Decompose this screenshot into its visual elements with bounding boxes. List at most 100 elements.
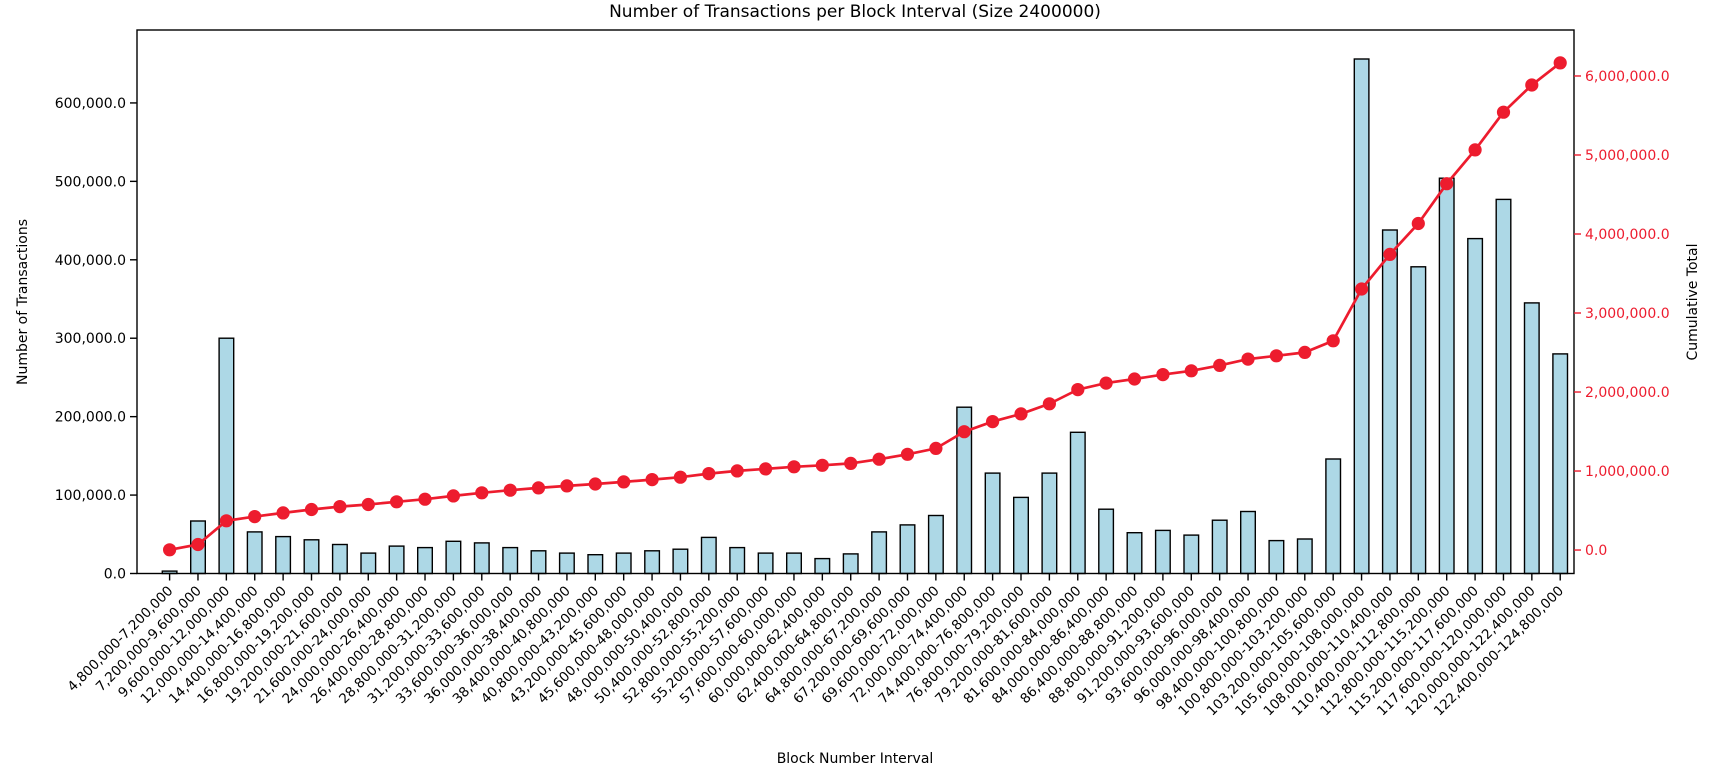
cumulative-point	[191, 537, 205, 552]
cumulative-point	[163, 543, 177, 557]
cumulative-point	[219, 514, 233, 528]
cumulative-point	[1071, 383, 1085, 397]
y-right-tick-label: 0.0	[1585, 543, 1607, 559]
bar	[672, 548, 689, 575]
cumulative-point	[759, 462, 773, 476]
bar	[530, 550, 547, 575]
cumulative-point	[248, 509, 262, 524]
bar	[786, 552, 803, 575]
y-right-tick-label: 3,000,000.0	[1585, 306, 1670, 322]
bar	[1495, 198, 1512, 575]
y-left-tick-label: 100,000.0	[55, 488, 126, 504]
cumulative-point	[1411, 216, 1425, 231]
cumulative-point	[617, 475, 631, 489]
cumulative-point	[645, 473, 659, 487]
bar	[1013, 496, 1030, 575]
bar	[757, 552, 774, 575]
bar	[445, 540, 462, 575]
cumulative-point	[957, 425, 971, 439]
y-left-tick-label: 500,000.0	[55, 174, 126, 190]
cumulative-point	[1525, 78, 1539, 92]
bar	[1154, 529, 1171, 575]
bar	[871, 531, 888, 575]
bar	[1183, 534, 1200, 575]
bar	[1296, 538, 1313, 575]
cumulative-point	[1269, 349, 1283, 363]
bar	[700, 536, 717, 575]
y-right-tick-label: 5,000,000.0	[1585, 148, 1670, 164]
cumulative-point	[702, 467, 716, 481]
bar	[984, 472, 1001, 575]
bar	[1211, 519, 1228, 575]
cumulative-point	[1496, 105, 1511, 119]
bar	[899, 524, 916, 575]
cumulative-point	[929, 441, 943, 455]
bar	[417, 546, 434, 575]
axes-spines	[136, 29, 1575, 575]
bar	[927, 514, 944, 575]
y-axis-label-left: Number of Transactions	[15, 219, 31, 385]
bar	[1353, 58, 1370, 575]
cumulative-point	[503, 483, 517, 497]
bar	[331, 543, 348, 575]
bar	[275, 535, 292, 575]
cumulative-point	[418, 492, 432, 506]
bar	[729, 546, 746, 575]
cumulative-point	[446, 489, 460, 503]
y-left-tick-label: 300,000.0	[55, 331, 126, 347]
cumulative-point	[872, 452, 886, 466]
cumulative-point	[1042, 397, 1056, 411]
bar	[1098, 508, 1115, 575]
y-left-tick-label: 600,000.0	[55, 96, 126, 112]
bar	[1523, 302, 1540, 575]
cumulative-point	[531, 481, 546, 495]
cumulative-point	[1468, 143, 1482, 157]
bar	[1552, 353, 1569, 575]
cumulative-point	[390, 495, 404, 509]
bar	[814, 557, 831, 575]
cumulative-point	[1099, 376, 1113, 390]
bar	[842, 553, 859, 575]
cumulative-point	[1241, 352, 1255, 366]
cumulative-point	[560, 479, 574, 493]
y-axis-label-right: Cumulative Total	[1685, 243, 1701, 360]
bar	[1239, 510, 1256, 575]
bar	[1126, 532, 1143, 575]
y-left-tick-label: 0.0	[104, 567, 126, 583]
cumulative-point	[1156, 368, 1170, 382]
bar	[502, 546, 519, 575]
y-right-tick-label: 4,000,000.0	[1585, 227, 1670, 243]
cumulative-point	[588, 477, 602, 491]
chart-title: Number of Transactions per Block Interva…	[609, 2, 1101, 22]
bar	[587, 554, 604, 575]
cumulative-line	[169, 61, 1562, 552]
bar	[1268, 539, 1285, 575]
cumulative-point	[475, 486, 489, 500]
cumulative-point	[986, 415, 1000, 429]
cumulative-point	[1553, 56, 1567, 70]
bar	[473, 542, 490, 575]
cumulative-point	[304, 502, 319, 517]
bar	[1041, 472, 1058, 575]
bar	[1381, 229, 1398, 575]
bar	[1069, 431, 1086, 575]
cumulative-point	[1213, 358, 1227, 372]
cumulative-point	[1014, 407, 1028, 421]
y-right-tick-label: 6,000,000.0	[1585, 69, 1670, 85]
bar	[246, 531, 263, 575]
cumulative-point	[1355, 282, 1369, 296]
cumulative-point	[815, 458, 829, 472]
bar	[644, 550, 661, 575]
cumulative-point	[1383, 247, 1397, 261]
bar	[1438, 177, 1455, 575]
cumulative-point	[1326, 334, 1340, 348]
bar	[360, 552, 377, 575]
cumulative-point	[1298, 345, 1312, 359]
cumulative-point	[900, 447, 915, 461]
bar	[1467, 237, 1484, 575]
bar	[388, 545, 405, 575]
bar	[1410, 266, 1427, 575]
x-axis-label: Block Number Interval	[777, 751, 934, 767]
